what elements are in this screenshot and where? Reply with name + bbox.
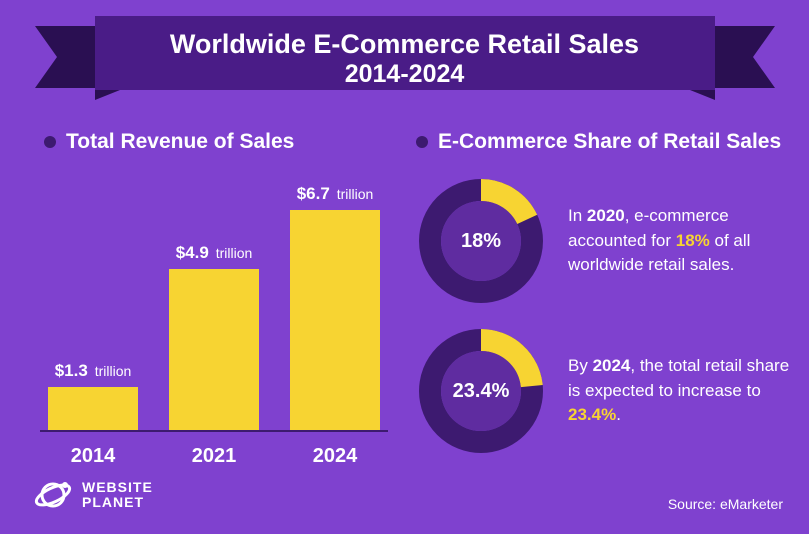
bar-rect [169, 269, 259, 430]
chart-baseline [40, 430, 388, 432]
banner-title-line2: 2014-2024 [345, 60, 465, 89]
left-section-title: Total Revenue of Sales [66, 130, 294, 154]
bullet-icon [416, 136, 428, 148]
donut-center-label: 23.4% [416, 326, 546, 456]
bar-2014: $1.3 trillion [44, 361, 142, 430]
axis-label-2021: 2021 [165, 445, 263, 468]
right-section-title: E-Commerce Share of Retail Sales [438, 130, 781, 154]
donut-center-label: 18% [416, 176, 546, 306]
source-attribution: Source: eMarketer [668, 496, 783, 512]
right-section-header: E-Commerce Share of Retail Sales [416, 130, 781, 154]
bar-rect [48, 387, 138, 430]
banner-title-line1: Worldwide E-Commerce Retail Sales [170, 29, 639, 60]
bar-value-label: $6.7 trillion [297, 184, 374, 204]
donut-row-0: 18% In 2020, e-commerce accounted for 18%… [416, 176, 798, 306]
axis-label-2024: 2024 [286, 445, 384, 468]
banner-text: Worldwide E-Commerce Retail Sales 2014-2… [0, 16, 809, 102]
brand-line1: WEBSITE [82, 480, 153, 495]
donut-caption: In 2020, e-commerce accounted for 18% of… [568, 204, 798, 278]
bar-value-label: $1.3 trillion [55, 361, 132, 381]
bar-2024: $6.7 trillion [286, 184, 384, 430]
brand-line2: PLANET [82, 495, 153, 510]
bullet-icon [44, 136, 56, 148]
revenue-bar-chart: $1.3 trillion$4.9 trillion$6.7 trillion … [44, 168, 384, 468]
infographic-canvas: Worldwide E-Commerce Retail Sales 2014-2… [0, 0, 809, 534]
donut-chart: 18% [416, 176, 546, 306]
donut-caption: By 2024, the total retail share is expec… [568, 354, 798, 428]
bar-rect [290, 210, 380, 430]
bar-2021: $4.9 trillion [165, 243, 263, 430]
axis-label-2014: 2014 [44, 445, 142, 468]
brand-logo: WEBSITE PLANET [34, 476, 153, 514]
bar-value-label: $4.9 trillion [176, 243, 253, 263]
donut-row-1: 23.4% By 2024, the total retail share is … [416, 326, 798, 456]
brand-name: WEBSITE PLANET [82, 480, 153, 509]
title-banner: Worldwide E-Commerce Retail Sales 2014-2… [0, 16, 809, 102]
planet-icon [34, 476, 72, 514]
donut-chart: 23.4% [416, 326, 546, 456]
left-section-header: Total Revenue of Sales [44, 130, 294, 154]
